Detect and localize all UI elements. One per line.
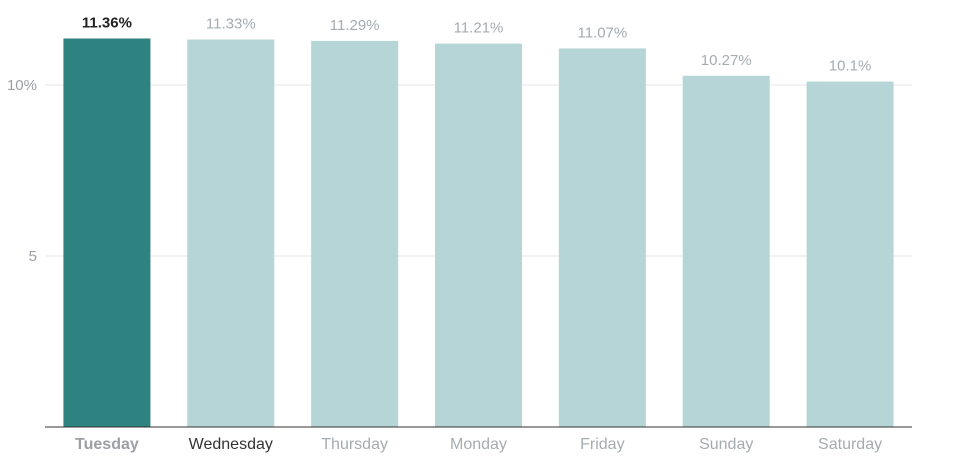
value-label-saturday: 10.1%	[829, 58, 872, 75]
category-label-tuesday: Tuesday	[75, 436, 139, 453]
bar-tuesday	[63, 38, 151, 427]
value-label-tuesday: 11.36%	[82, 14, 132, 31]
category-label-sunday: Sunday	[699, 436, 753, 453]
y-tick-label-5: 5	[29, 248, 37, 265]
bar-saturday	[806, 81, 894, 427]
category-label-friday: Friday	[580, 436, 624, 453]
category-label-monday: Monday	[450, 436, 507, 453]
category-label-thursday: Thursday	[321, 436, 388, 453]
value-label-thursday: 11.29%	[330, 17, 380, 34]
bar-friday	[558, 48, 646, 427]
value-label-wednesday: 11.33%	[206, 16, 256, 33]
value-label-friday: 11.07%	[577, 24, 627, 41]
bar-wednesday	[187, 39, 275, 427]
y-tick-label-10: 10%	[7, 77, 37, 94]
bar-monday	[435, 43, 522, 427]
bar-sunday	[682, 75, 770, 428]
category-label-saturday: Saturday	[818, 436, 882, 453]
value-label-sunday: 10.27%	[701, 52, 752, 69]
value-label-monday: 11.21%	[454, 20, 504, 37]
category-label-wednesday: Wednesday	[189, 436, 273, 453]
bar-thursday	[311, 40, 399, 428]
